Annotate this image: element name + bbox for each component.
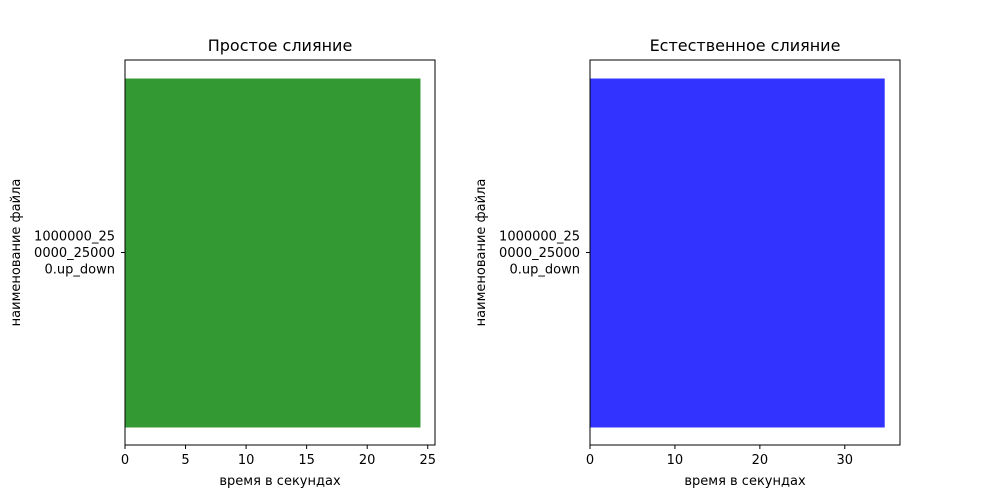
right-x-tick-label: 30: [837, 453, 854, 468]
left-x-tick-label: 10: [238, 453, 255, 468]
right-chart-panel: 0 10 20 30 1000000_25 0000_25000 0.up_down Есте…: [474, 36, 901, 489]
left-x-tick-label: 5: [181, 453, 189, 468]
left-bar-0: [125, 78, 421, 428]
left-x-tick-label: 0: [121, 453, 129, 468]
left-y-axis-label: наименование файла: [9, 179, 24, 327]
right-chart-title: Естественное слияние: [650, 36, 841, 55]
left-x-tick-label: 20: [359, 453, 376, 468]
left-x-axis-label: время в секундах: [219, 474, 341, 489]
left-chart-panel: 0 5 10 15 20 25 1000000_25 0000_25000 0.up_down П…: [9, 36, 436, 489]
right-x-tick-label: 0: [586, 453, 594, 468]
right-y-axis-label: наименование файла: [474, 179, 489, 327]
left-x-tick-label: 25: [419, 453, 436, 468]
left-chart-title: Простое слияние: [208, 36, 353, 55]
right-y-tick-label: 1000000_25 0000_25000 0.up_down: [499, 230, 580, 278]
right-x-axis-label: время в секундах: [684, 474, 806, 489]
right-bar-0: [590, 78, 885, 428]
left-x-tick-label: 15: [298, 453, 315, 468]
left-y-tick-label: 1000000_25 0000_25000 0.up_down: [34, 230, 115, 278]
right-x-tick-label: 10: [667, 453, 684, 468]
right-x-tick-label: 20: [752, 453, 769, 468]
